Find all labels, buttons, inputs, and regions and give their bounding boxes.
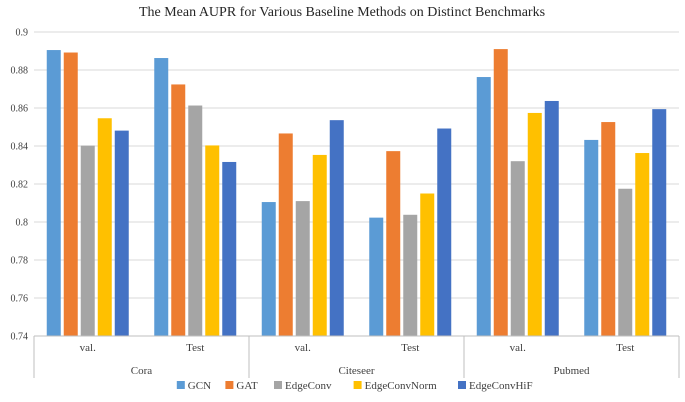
bar bbox=[154, 58, 169, 336]
bar bbox=[618, 188, 633, 336]
legend-swatch bbox=[225, 381, 234, 389]
bar bbox=[295, 201, 310, 336]
legend-label: EdgeConv bbox=[285, 380, 332, 392]
bar bbox=[476, 77, 491, 336]
y-tick-label: 0.78 bbox=[11, 256, 29, 267]
bars bbox=[46, 49, 667, 337]
bar bbox=[652, 109, 667, 336]
bar bbox=[369, 217, 384, 336]
bar bbox=[635, 153, 650, 336]
y-axis-ticks: 0.74 0.76 0.78 0.8 0.82 0.84 0.86 0.88 0.9 bbox=[11, 28, 29, 343]
bar bbox=[386, 151, 401, 336]
grid bbox=[34, 31, 679, 299]
x-axis: val. Test val. Test val. Test Cora Citeseer Pubm… bbox=[33, 335, 680, 378]
y-tick-label: 0.86 bbox=[11, 104, 29, 115]
bar bbox=[312, 154, 327, 336]
y-tick-label: 0.88 bbox=[11, 66, 29, 77]
legend-swatch bbox=[458, 381, 466, 389]
legend-swatch bbox=[274, 381, 282, 389]
bar bbox=[584, 139, 599, 336]
legend-label: EdgeConvHiF bbox=[469, 380, 533, 392]
bar bbox=[527, 112, 542, 336]
legend-label: GCN bbox=[188, 380, 211, 392]
chart-title: The Mean AUPR for Various Baseline Metho… bbox=[139, 5, 545, 20]
bar bbox=[403, 214, 418, 336]
y-tick-label: 0.76 bbox=[11, 294, 29, 305]
x-group-label: Citeseer bbox=[338, 365, 374, 377]
bar bbox=[63, 52, 78, 337]
bar bbox=[493, 49, 508, 336]
bar bbox=[222, 161, 237, 336]
x-group-label: Cora bbox=[131, 365, 153, 377]
bar bbox=[261, 202, 276, 336]
bar bbox=[171, 84, 186, 336]
y-tick-label: 0.82 bbox=[11, 180, 29, 191]
y-tick-label: 0.9 bbox=[16, 28, 29, 39]
bar bbox=[544, 100, 559, 336]
bar bbox=[97, 118, 112, 336]
y-tick-label: 0.8 bbox=[16, 218, 29, 229]
bar bbox=[601, 122, 616, 336]
bar bbox=[437, 128, 452, 336]
legend: GCN GAT EdgeConv EdgeConvNorm EdgeConvHiF bbox=[176, 380, 533, 392]
x-category-label: val. bbox=[80, 342, 96, 354]
bar bbox=[205, 145, 220, 336]
bar bbox=[329, 120, 344, 336]
bar bbox=[420, 193, 435, 336]
x-category-label: Test bbox=[616, 342, 634, 354]
x-category-label: Test bbox=[186, 342, 204, 354]
x-category-label: val. bbox=[510, 342, 526, 354]
y-tick-label: 0.74 bbox=[11, 332, 29, 343]
x-category-label: val. bbox=[295, 342, 311, 354]
bar bbox=[188, 105, 203, 336]
bar bbox=[278, 133, 293, 336]
bar bbox=[114, 130, 129, 336]
bar bbox=[510, 161, 525, 336]
legend-swatch bbox=[176, 381, 185, 389]
legend-label: EdgeConvNorm bbox=[365, 380, 438, 392]
bar bbox=[46, 50, 61, 337]
legend-label: GAT bbox=[236, 380, 258, 392]
legend-swatch bbox=[353, 381, 362, 389]
y-tick-label: 0.84 bbox=[11, 142, 29, 153]
bar bbox=[80, 145, 95, 336]
x-category-label: Test bbox=[401, 342, 419, 354]
x-group-label: Pubmed bbox=[553, 365, 590, 377]
